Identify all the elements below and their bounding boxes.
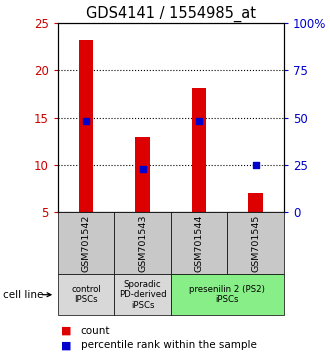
- Text: percentile rank within the sample: percentile rank within the sample: [81, 340, 257, 350]
- Text: ■: ■: [61, 326, 72, 336]
- Text: ■: ■: [61, 340, 72, 350]
- Text: GSM701545: GSM701545: [251, 215, 260, 272]
- Title: GDS4141 / 1554985_at: GDS4141 / 1554985_at: [86, 5, 256, 22]
- Bar: [135, 137, 149, 212]
- Point: [196, 119, 202, 124]
- Bar: [192, 88, 206, 212]
- Text: GSM701544: GSM701544: [194, 215, 204, 272]
- Text: control
IPSCs: control IPSCs: [71, 285, 101, 304]
- Point: [140, 166, 145, 172]
- Bar: [79, 40, 93, 212]
- Text: GSM701542: GSM701542: [82, 215, 90, 272]
- Text: cell line: cell line: [3, 290, 44, 300]
- Text: presenilin 2 (PS2)
iPSCs: presenilin 2 (PS2) iPSCs: [189, 285, 265, 304]
- Text: count: count: [81, 326, 110, 336]
- Text: GSM701543: GSM701543: [138, 215, 147, 272]
- Point: [253, 162, 258, 168]
- Point: [83, 119, 89, 124]
- Bar: [248, 193, 263, 212]
- Text: Sporadic
PD-derived
iPSCs: Sporadic PD-derived iPSCs: [119, 280, 166, 310]
